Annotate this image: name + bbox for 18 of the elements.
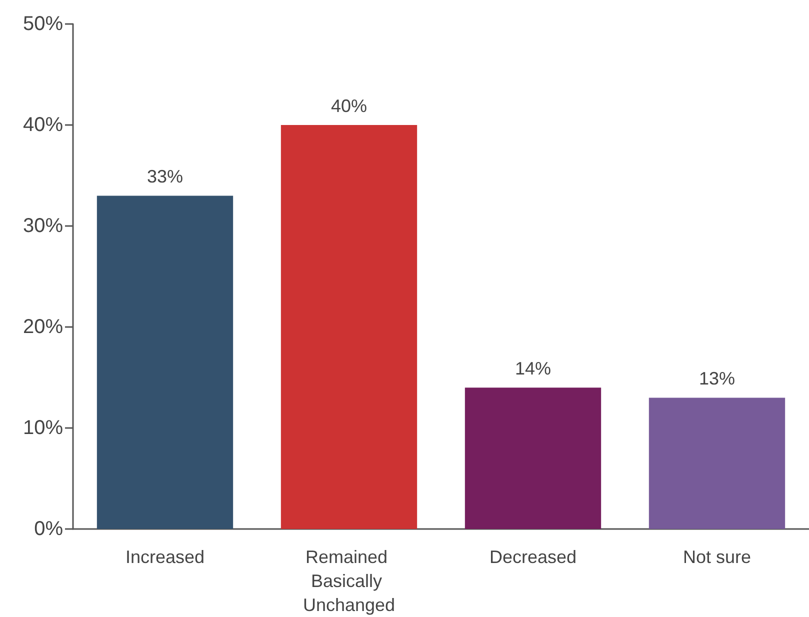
data-label: 14% xyxy=(514,358,552,379)
y-tick-label: 40% xyxy=(22,114,64,136)
x-tick-label: Not sure xyxy=(682,547,752,567)
y-tick-label: 0% xyxy=(34,518,64,540)
y-tick-label: 20% xyxy=(22,316,64,338)
y-tick-label: 10% xyxy=(22,417,64,439)
data-label: 13% xyxy=(698,368,736,389)
x-tick-label: Remained Basically Unchanged xyxy=(302,547,396,615)
x-tick-label: Decreased xyxy=(489,547,577,567)
bar xyxy=(96,196,234,529)
x-tick-label: Increased xyxy=(125,547,205,567)
bar xyxy=(280,125,418,529)
data-label: 33% xyxy=(146,166,184,187)
y-tick-label: 50% xyxy=(22,13,64,35)
data-label: 40% xyxy=(330,96,368,116)
bar xyxy=(648,398,786,529)
y-tick-label: 30% xyxy=(22,215,64,237)
bar xyxy=(464,388,602,529)
